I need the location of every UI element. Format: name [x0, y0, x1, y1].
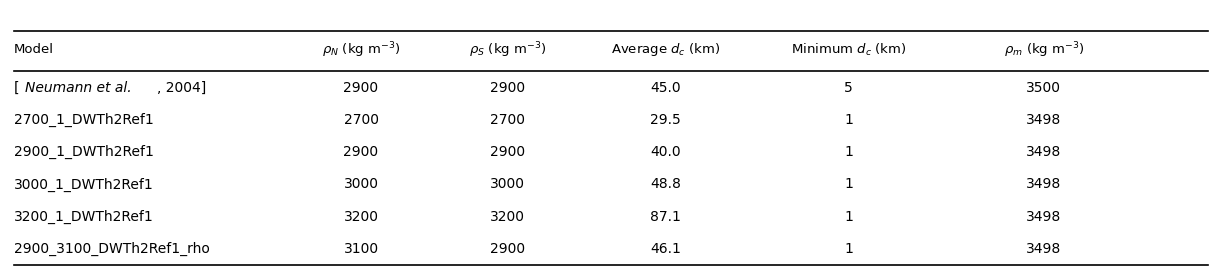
Text: 2900: 2900 — [490, 145, 525, 159]
Text: 3200: 3200 — [490, 210, 525, 224]
Text: 2700: 2700 — [490, 113, 525, 127]
Text: 3500: 3500 — [1026, 81, 1062, 95]
Text: 2900: 2900 — [490, 81, 525, 95]
Text: 3498: 3498 — [1026, 242, 1062, 256]
Text: 1: 1 — [844, 210, 853, 224]
Text: 2700: 2700 — [343, 113, 379, 127]
Text: $\rho_m$ (kg m$^{-3}$): $\rho_m$ (kg m$^{-3}$) — [1003, 40, 1084, 60]
Text: 3100: 3100 — [343, 242, 379, 256]
Text: Minimum $d_c$ (km): Minimum $d_c$ (km) — [791, 42, 907, 58]
Text: 1: 1 — [844, 113, 853, 127]
Text: 5: 5 — [844, 81, 853, 95]
Text: 45.0: 45.0 — [650, 81, 681, 95]
Text: Model: Model — [13, 43, 54, 56]
Text: Neumann et al.: Neumann et al. — [24, 81, 131, 95]
Text: $\rho_N$ (kg m$^{-3}$): $\rho_N$ (kg m$^{-3}$) — [321, 40, 401, 60]
Text: 3000: 3000 — [490, 177, 525, 191]
Text: 2900: 2900 — [343, 81, 379, 95]
Text: 1: 1 — [844, 177, 853, 191]
Text: 2700_1_DWTh2Ref1: 2700_1_DWTh2Ref1 — [13, 113, 153, 127]
Text: [: [ — [13, 81, 20, 95]
Text: 3000_1_DWTh2Ref1: 3000_1_DWTh2Ref1 — [13, 177, 153, 191]
Text: 29.5: 29.5 — [650, 113, 681, 127]
Text: Average $d_c$ (km): Average $d_c$ (km) — [611, 41, 721, 58]
Text: 2900: 2900 — [490, 242, 525, 256]
Text: 40.0: 40.0 — [650, 145, 681, 159]
Text: 3498: 3498 — [1026, 177, 1062, 191]
Text: 3000: 3000 — [343, 177, 379, 191]
Text: , 2004]: , 2004] — [158, 81, 207, 95]
Text: $\rho_S$ (kg m$^{-3}$): $\rho_S$ (kg m$^{-3}$) — [469, 40, 546, 60]
Text: 3498: 3498 — [1026, 145, 1062, 159]
Text: 3498: 3498 — [1026, 113, 1062, 127]
Text: 1: 1 — [844, 145, 853, 159]
Text: 2900_3100_DWTh2Ref1_rho: 2900_3100_DWTh2Ref1_rho — [13, 242, 209, 256]
Text: 46.1: 46.1 — [650, 242, 682, 256]
Text: 87.1: 87.1 — [650, 210, 682, 224]
Text: 1: 1 — [844, 242, 853, 256]
Text: 3200: 3200 — [343, 210, 379, 224]
Text: 3498: 3498 — [1026, 210, 1062, 224]
Text: 2900_1_DWTh2Ref1: 2900_1_DWTh2Ref1 — [13, 145, 154, 159]
Text: 3200_1_DWTh2Ref1: 3200_1_DWTh2Ref1 — [13, 210, 153, 224]
Text: 48.8: 48.8 — [650, 177, 682, 191]
Text: 2900: 2900 — [343, 145, 379, 159]
